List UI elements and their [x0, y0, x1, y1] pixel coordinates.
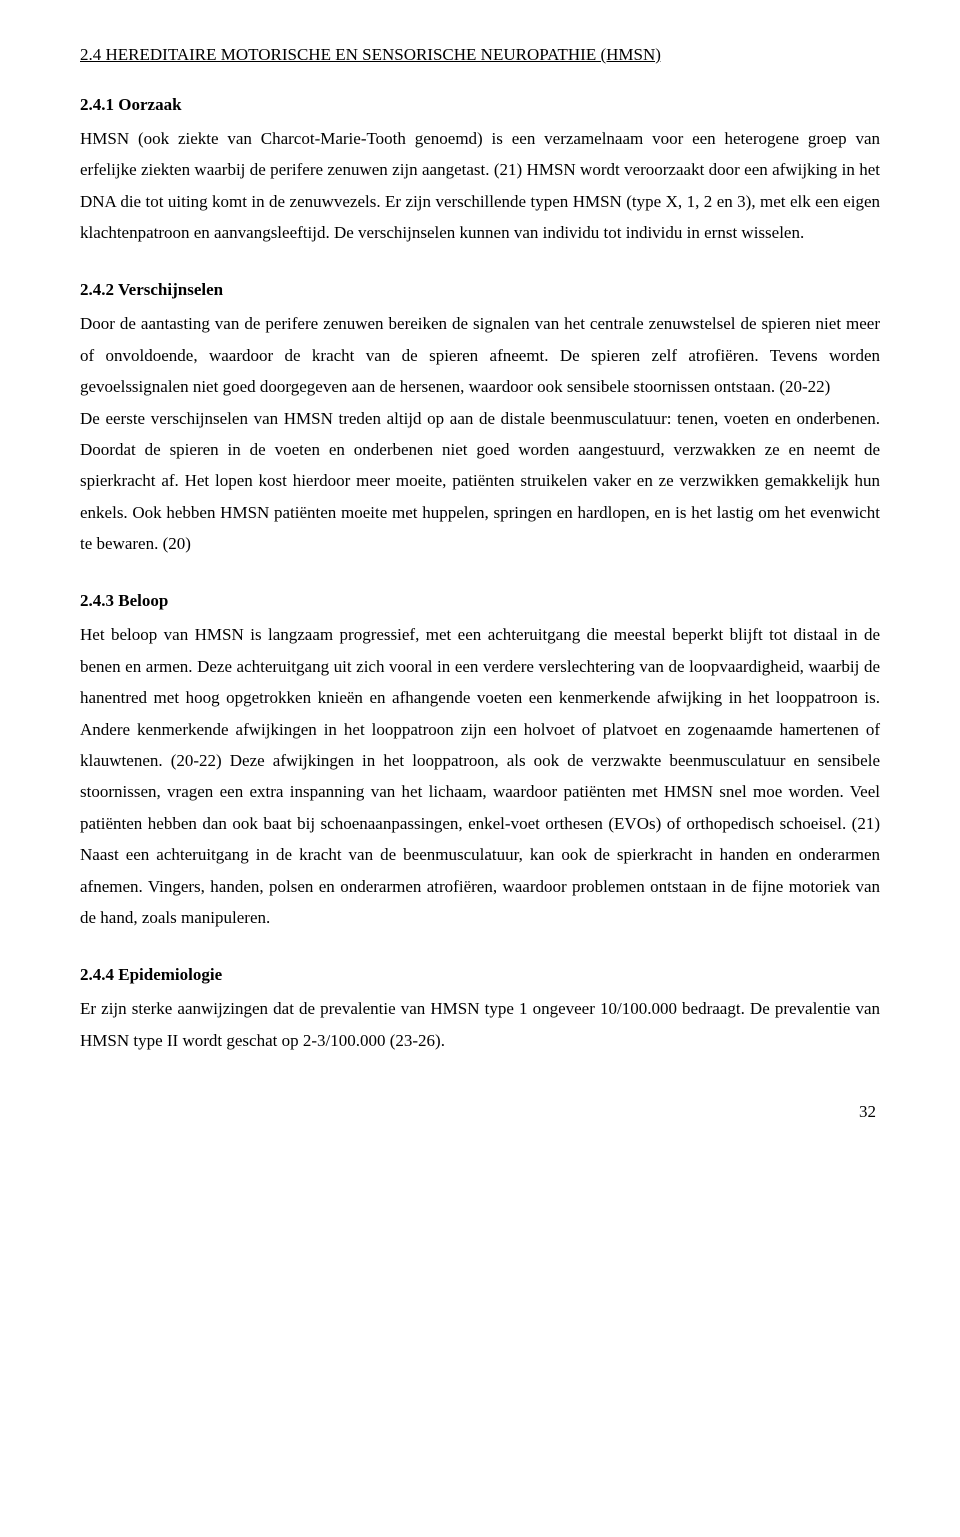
subheading-242: 2.4.2 Verschijnselen	[80, 277, 880, 303]
paragraph-244: Er zijn sterke aanwijzingen dat de preva…	[80, 993, 880, 1056]
subheading-243: 2.4.3 Beloop	[80, 588, 880, 614]
paragraph-242-p1: Door de aantasting van de perifere zenuw…	[80, 314, 880, 396]
paragraph-242-p2: De eerste verschijnselen van HMSN treden…	[80, 409, 880, 554]
spacer	[80, 560, 880, 588]
heading-main: 2.4 HEREDITAIRE MOTORISCHE EN SENSORISCH…	[80, 42, 880, 68]
document-page: 2.4 HEREDITAIRE MOTORISCHE EN SENSORISCH…	[0, 0, 960, 1172]
subheading-241: 2.4.1 Oorzaak	[80, 92, 880, 118]
paragraph-241: HMSN (ook ziekte van Charcot-Marie-Tooth…	[80, 123, 880, 249]
page-number: 32	[80, 1102, 880, 1122]
subheading-244: 2.4.4 Epidemiologie	[80, 962, 880, 988]
paragraph-242: Door de aantasting van de perifere zenuw…	[80, 308, 880, 560]
paragraph-243: Het beloop van HMSN is langzaam progress…	[80, 619, 880, 933]
